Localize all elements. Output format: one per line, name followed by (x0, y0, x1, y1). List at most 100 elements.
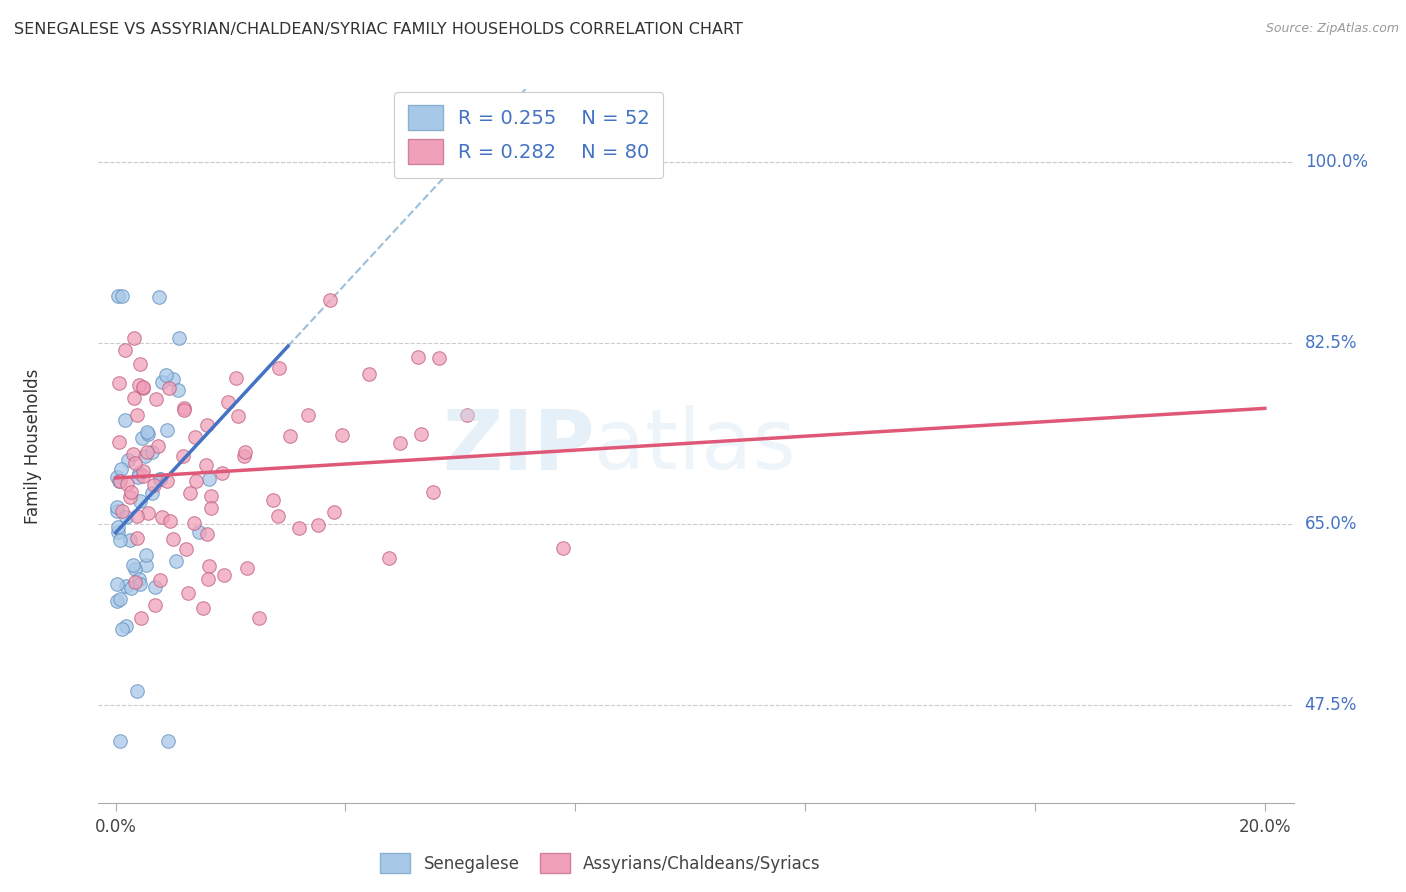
Point (297, 408, 319, 422)
Point (108, 474, 131, 488)
Point (174, 541, 197, 556)
Point (135, 425, 157, 440)
Point (159, 515, 181, 529)
Point (197, 472, 219, 486)
Point (134, 449, 156, 463)
Point (150, 510, 173, 524)
Text: ZIP: ZIP (441, 406, 595, 486)
Text: 100.0%: 100.0% (1305, 153, 1368, 170)
Point (136, 426, 159, 441)
Point (378, 550, 401, 565)
Point (233, 445, 256, 459)
Point (107, 594, 129, 608)
Point (195, 458, 218, 472)
Point (173, 401, 195, 415)
Point (132, 464, 155, 478)
Point (120, 485, 142, 500)
Point (122, 392, 145, 406)
Text: SENEGALESE VS ASSYRIAN/CHALDEAN/SYRIAC FAMILY HOUSEHOLDS CORRELATION CHART: SENEGALESE VS ASSYRIAN/CHALDEAN/SYRIAC F… (14, 22, 742, 37)
Point (114, 619, 136, 633)
Point (149, 472, 172, 486)
Point (183, 516, 205, 531)
Point (162, 533, 184, 547)
Point (107, 434, 129, 449)
Text: Source: ZipAtlas.com: Source: ZipAtlas.com (1265, 22, 1399, 36)
Point (107, 524, 129, 539)
Point (149, 573, 172, 587)
Point (388, 436, 411, 450)
Point (162, 372, 184, 386)
Point (143, 580, 166, 594)
Point (120, 533, 142, 547)
Point (127, 684, 149, 698)
Point (110, 592, 132, 607)
Point (427, 351, 450, 365)
Point (156, 733, 179, 747)
Point (127, 408, 149, 422)
Point (278, 428, 301, 442)
Point (217, 395, 239, 409)
Point (132, 381, 155, 395)
Point (179, 485, 201, 500)
Point (105, 577, 128, 591)
Point (124, 457, 146, 471)
Point (143, 599, 166, 613)
Point (225, 371, 247, 385)
Point (124, 562, 146, 576)
Point (135, 548, 157, 562)
Point (128, 357, 150, 371)
Point (131, 431, 153, 445)
Point (108, 533, 131, 548)
Point (357, 368, 380, 382)
Point (108, 733, 131, 747)
Text: 82.5%: 82.5% (1305, 334, 1357, 351)
Point (111, 289, 134, 303)
Point (156, 474, 179, 488)
Point (131, 380, 153, 394)
Text: 47.5%: 47.5% (1305, 696, 1357, 714)
Point (105, 500, 128, 515)
Point (129, 493, 152, 508)
Point (128, 576, 150, 591)
Point (148, 439, 170, 453)
Point (117, 477, 139, 491)
Text: 65.0%: 65.0% (1305, 515, 1357, 533)
Point (114, 343, 136, 357)
Point (456, 408, 478, 422)
Point (127, 470, 149, 484)
Point (319, 293, 342, 308)
Point (122, 446, 145, 460)
Point (408, 351, 430, 365)
Point (188, 524, 211, 539)
Point (114, 413, 136, 427)
Point (165, 554, 187, 568)
Point (114, 579, 136, 593)
Point (195, 418, 218, 433)
Point (145, 392, 167, 406)
Point (200, 501, 222, 516)
Point (148, 290, 170, 304)
Point (150, 376, 173, 390)
Legend: Senegalese, Assyrians/Chaldeans/Syriacs: Senegalese, Assyrians/Chaldeans/Syriacs (374, 847, 827, 880)
Point (233, 449, 256, 463)
Point (200, 489, 222, 503)
Point (184, 430, 207, 444)
Point (107, 520, 129, 534)
Text: atlas: atlas (595, 406, 796, 486)
Point (124, 575, 146, 590)
Point (228, 409, 250, 423)
Point (120, 491, 142, 505)
Point (267, 509, 290, 524)
Point (307, 517, 329, 532)
Point (211, 467, 233, 481)
Point (125, 508, 148, 523)
Point (111, 623, 134, 637)
Point (167, 383, 190, 397)
Point (128, 572, 150, 586)
Point (120, 581, 142, 595)
Point (553, 541, 575, 556)
Point (105, 469, 128, 483)
Point (172, 449, 194, 463)
Point (262, 493, 284, 508)
Point (128, 467, 150, 481)
